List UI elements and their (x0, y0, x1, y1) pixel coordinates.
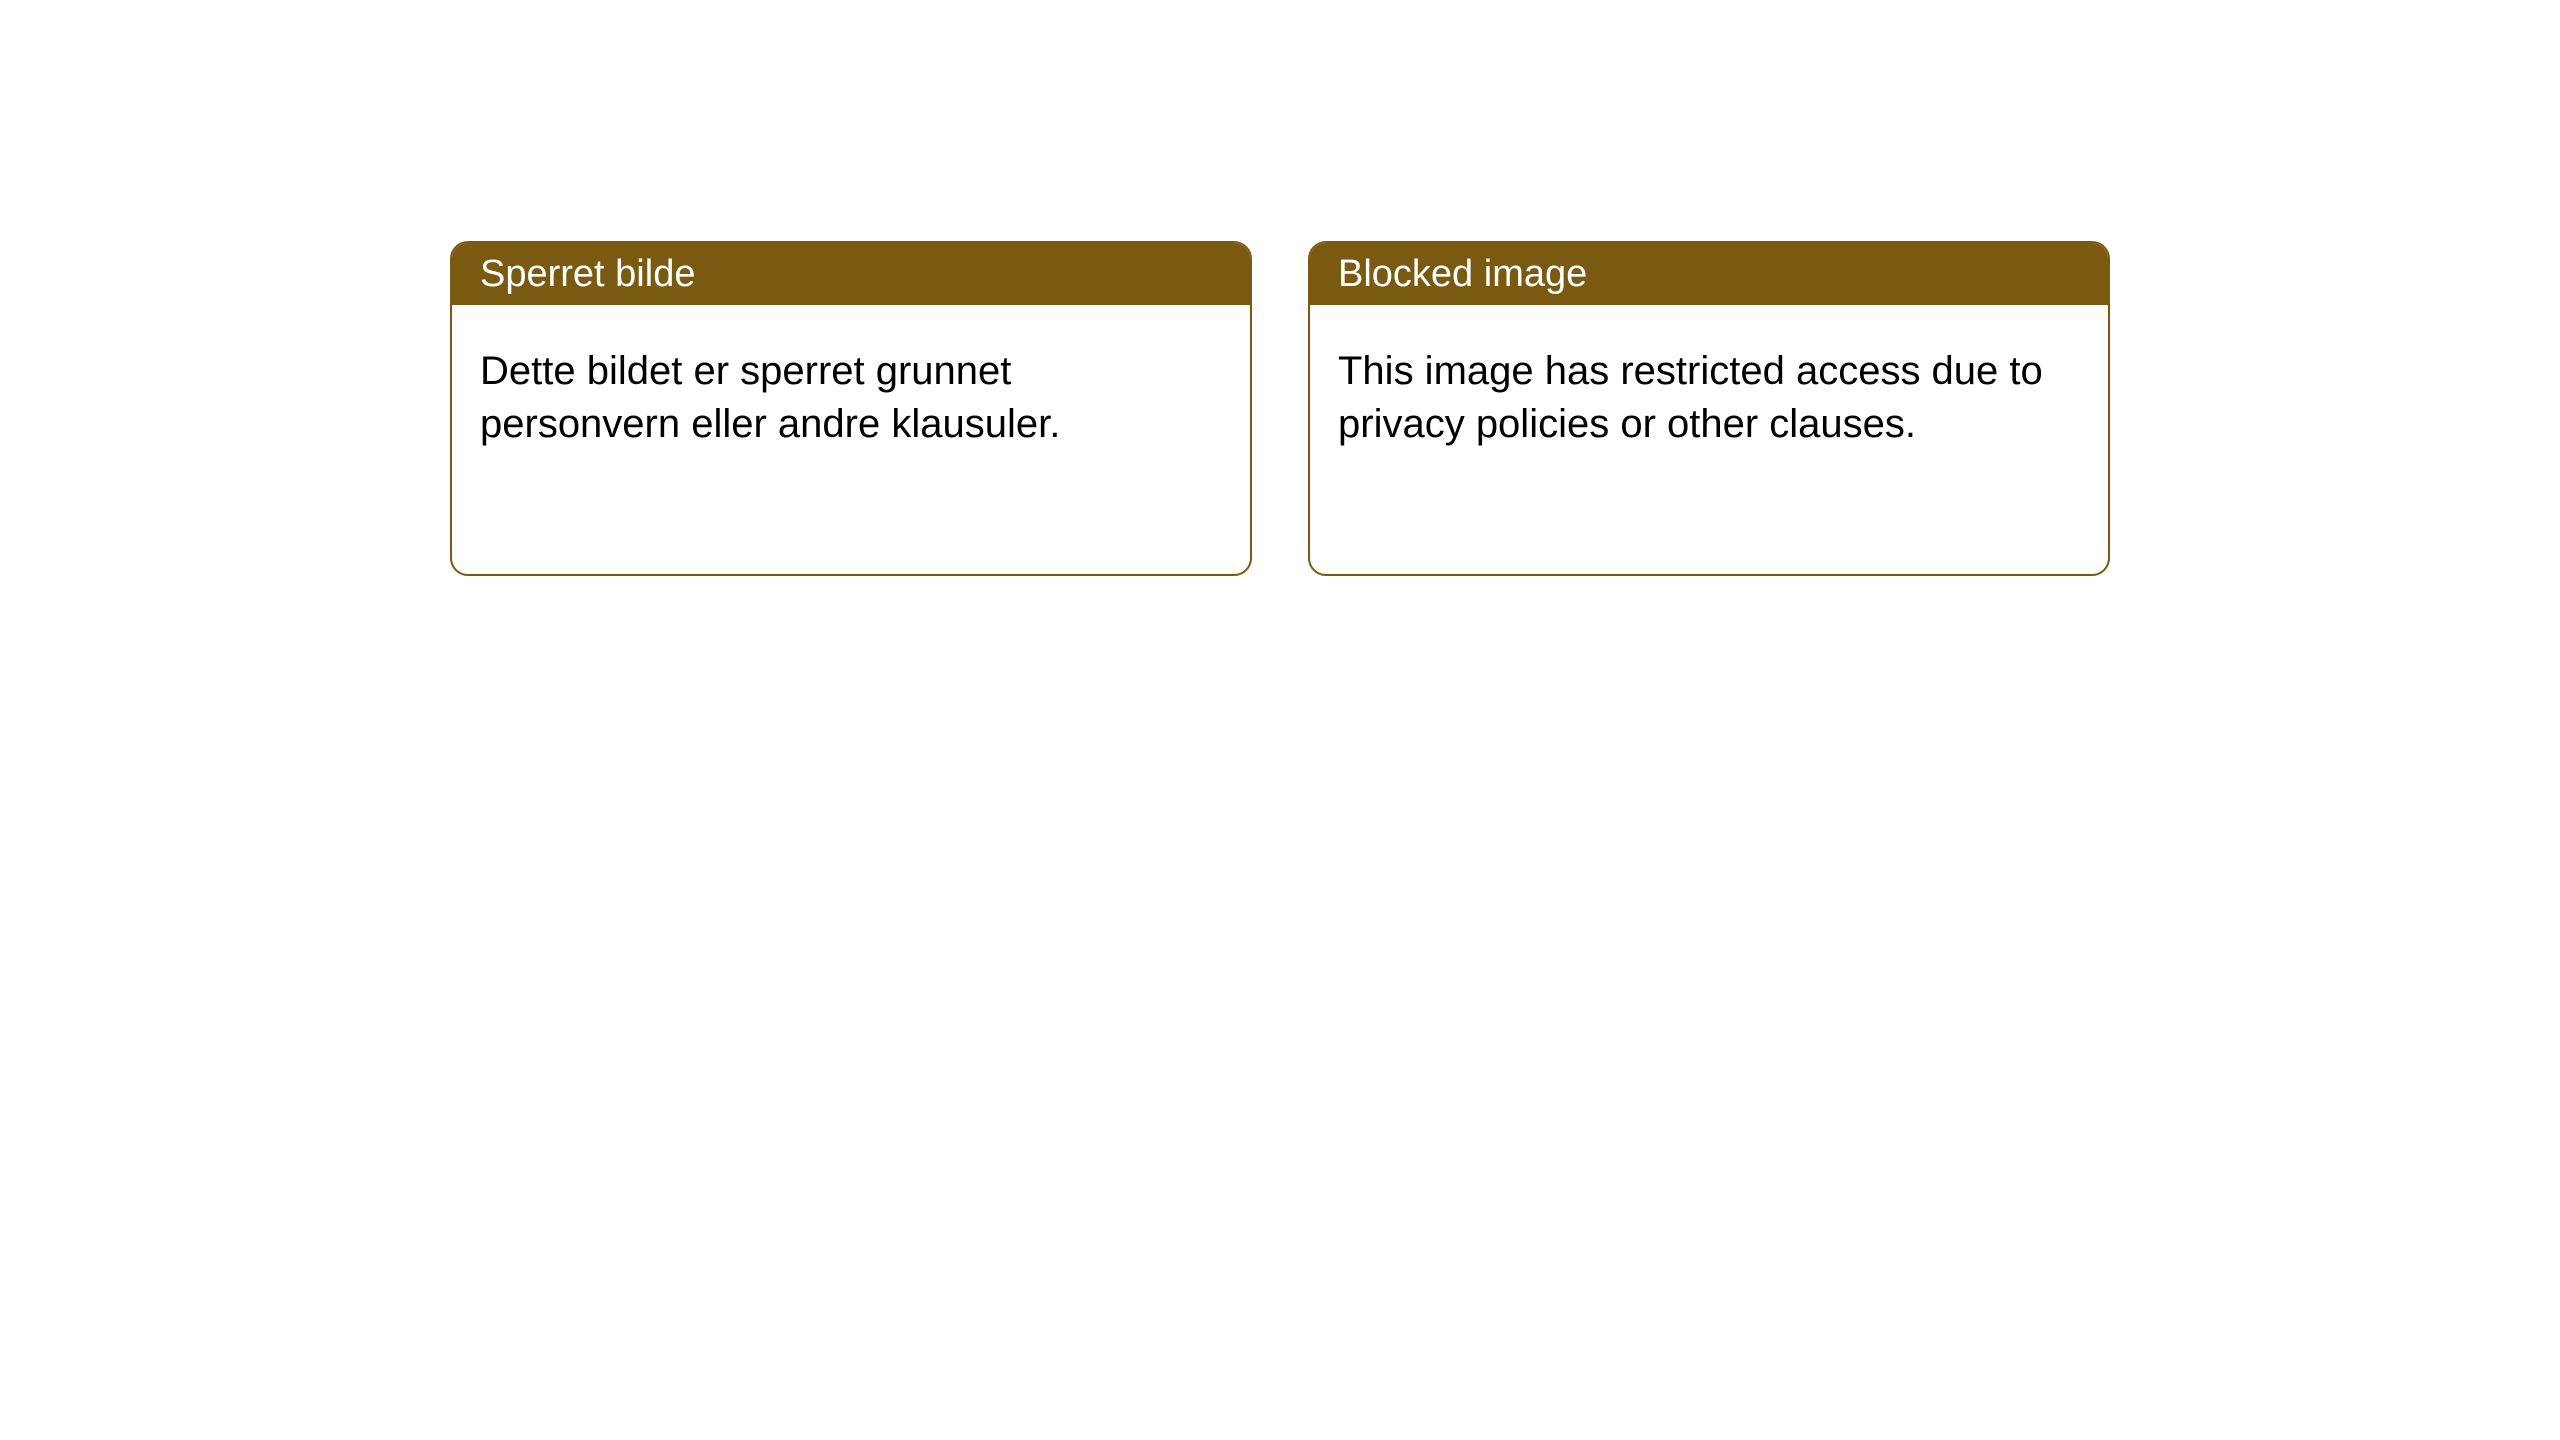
card-title: Sperret bilde (480, 253, 695, 296)
card-header: Sperret bilde (452, 243, 1250, 305)
blocked-image-card-no: Sperret bilde Dette bildet er sperret gr… (450, 241, 1252, 576)
card-body: This image has restricted access due to … (1310, 305, 2108, 574)
card-message: Dette bildet er sperret grunnet personve… (480, 349, 1060, 446)
card-body: Dette bildet er sperret grunnet personve… (452, 305, 1250, 574)
card-message: This image has restricted access due to … (1338, 349, 2043, 446)
notice-container: Sperret bilde Dette bildet er sperret gr… (450, 241, 2110, 576)
blocked-image-card-en: Blocked image This image has restricted … (1308, 241, 2110, 576)
card-header: Blocked image (1310, 243, 2108, 305)
card-title: Blocked image (1338, 253, 1587, 296)
